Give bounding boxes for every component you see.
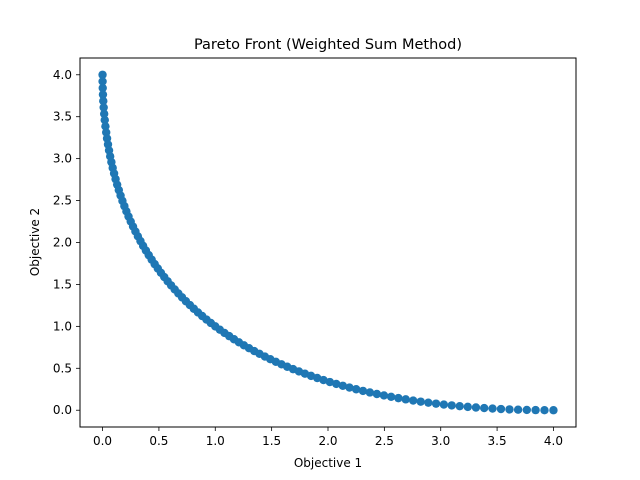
- data-point: [424, 398, 433, 407]
- data-point: [98, 77, 107, 86]
- data-point: [463, 402, 472, 412]
- data-point: [386, 392, 396, 402]
- axes-frame: [79, 57, 577, 428]
- data-point: [332, 379, 341, 389]
- x-axis-label: Objective 1: [294, 456, 362, 470]
- scatter-points: [98, 70, 558, 415]
- data-point: [416, 397, 425, 406]
- x-tick-label: 2.5: [375, 434, 394, 448]
- x-tick-label: 2.0: [318, 434, 337, 448]
- data-point: [372, 389, 382, 399]
- data-point: [408, 396, 418, 405]
- data-point: [98, 90, 108, 99]
- data-point: [100, 115, 109, 125]
- data-point: [99, 103, 108, 112]
- y-tick-label: 4.0: [53, 68, 72, 82]
- data-point: [98, 70, 107, 79]
- data-point: [549, 406, 558, 415]
- y-tick-label: 1.5: [53, 277, 72, 291]
- x-tick-label: 0.5: [149, 434, 168, 448]
- data-point: [455, 401, 464, 411]
- x-tick-label: 0.0: [93, 434, 112, 448]
- data-point: [394, 393, 403, 403]
- y-tick-label: 1.0: [53, 319, 72, 333]
- data-point: [505, 405, 514, 414]
- data-point: [439, 400, 449, 409]
- data-point: [496, 404, 506, 414]
- data-point: [401, 395, 410, 404]
- data-point: [488, 404, 497, 413]
- data-point: [351, 385, 361, 394]
- data-point: [99, 109, 109, 119]
- plot-area: 0.0 0.5 1.0 1.5 2.0 2.5 3.0 3.5 4.0 0.0 0.5 1.0 1.5…: [53, 57, 577, 448]
- data-point: [319, 375, 328, 385]
- data-point: [540, 405, 549, 415]
- data-point: [345, 383, 354, 392]
- x-tick-label: 1.0: [206, 434, 225, 448]
- data-point: [471, 403, 481, 412]
- data-point: [325, 377, 335, 387]
- y-tick-label: 0.5: [53, 361, 72, 375]
- x-tick-label: 1.5: [262, 434, 281, 448]
- x-tick-label: 3.0: [431, 434, 450, 448]
- data-point: [338, 381, 348, 390]
- y-tick-label: 3.5: [53, 110, 72, 124]
- data-point: [101, 122, 110, 131]
- data-point: [522, 405, 532, 415]
- y-axis: 0.0 0.5 1.0 1.5 2.0 2.5 3.0 3.5 4.0: [53, 68, 80, 417]
- data-point: [98, 83, 107, 93]
- data-point: [365, 388, 375, 397]
- data-point: [99, 96, 108, 106]
- data-point: [447, 401, 456, 410]
- data-point: [531, 405, 540, 415]
- y-tick-label: 0.0: [53, 403, 72, 417]
- y-tick-label: 2.5: [53, 194, 72, 208]
- data-point: [431, 399, 441, 408]
- chart-title: Pareto Front (Weighted Sum Method): [194, 37, 462, 53]
- data-point: [513, 405, 523, 414]
- y-tick-label: 3.0: [53, 152, 72, 166]
- data-point: [479, 403, 489, 413]
- data-point: [379, 391, 389, 400]
- data-point: [358, 386, 368, 396]
- x-tick-label: 4.0: [544, 434, 563, 448]
- x-axis: 0.0 0.5 1.0 1.5 2.0 2.5 3.0 3.5 4.0: [93, 427, 563, 448]
- x-tick-label: 3.5: [488, 434, 507, 448]
- y-axis-label: Objective 2: [28, 208, 42, 276]
- y-tick-label: 2.0: [53, 236, 72, 250]
